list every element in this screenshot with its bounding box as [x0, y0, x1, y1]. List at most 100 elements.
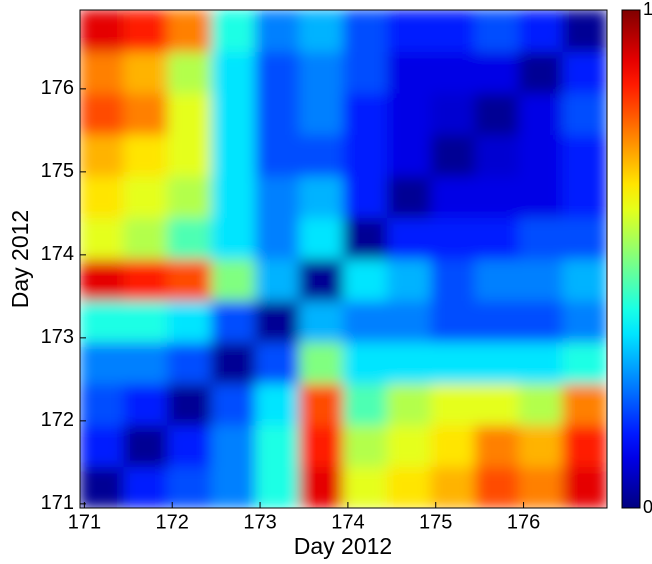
- heatmap-cell: [167, 175, 213, 218]
- heatmap-cell: [343, 51, 388, 94]
- heatmap-cell: [80, 175, 125, 218]
- heatmap-cell: [123, 175, 169, 218]
- heatmap-cell: [430, 300, 476, 343]
- colorbar-tick-label: 0: [643, 497, 652, 517]
- heatmap-cell: [386, 51, 432, 94]
- heatmap-cell: [123, 217, 169, 260]
- heatmap-cell: [211, 466, 257, 508]
- heatmap-cell: [255, 51, 301, 94]
- heatmap-cell: [562, 175, 607, 218]
- colorbar: [621, 9, 641, 509]
- heatmap-cell: [80, 466, 125, 508]
- heatmap-cell: [430, 217, 476, 260]
- y-tick-label: 173: [41, 326, 74, 348]
- heatmap-cell: [80, 383, 125, 426]
- heatmap-cell: [80, 134, 125, 177]
- heatmap-cell: [430, 341, 476, 384]
- heatmap: [80, 10, 607, 508]
- heatmap-cell: [430, 92, 476, 135]
- plot-frame: [79, 9, 608, 509]
- heatmap-cell: [211, 258, 257, 301]
- x-tick-label: 176: [507, 511, 540, 533]
- y-tick-label: 175: [41, 160, 74, 182]
- heatmap-cell: [474, 51, 520, 94]
- heatmap-cell: [299, 10, 344, 52]
- y-tick-label: 176: [41, 77, 74, 99]
- heatmap-cell: [299, 383, 344, 426]
- x-tick-label: 175: [419, 511, 452, 533]
- heatmap-cell: [343, 300, 388, 343]
- heatmap-cell: [299, 300, 344, 343]
- heatmap-cell: [518, 341, 564, 384]
- heatmap-cell: [562, 10, 607, 52]
- heatmap-cell: [80, 51, 125, 94]
- heatmap-cell: [343, 175, 388, 218]
- heatmap-cell: [386, 217, 432, 260]
- heatmap-cell: [474, 258, 520, 301]
- heatmap-cell: [123, 92, 169, 135]
- heatmap-cell: [299, 217, 344, 260]
- heatmap-cell: [123, 300, 169, 343]
- heatmap-cell: [211, 134, 257, 177]
- heatmap-cell: [123, 424, 169, 467]
- heatmap-cell: [123, 134, 169, 177]
- heatmap-cell: [80, 424, 125, 467]
- heatmap-cell: [562, 51, 607, 94]
- heatmap-cell: [386, 175, 432, 218]
- heatmap-cell: [562, 217, 607, 260]
- y-tick-label: 174: [41, 243, 74, 265]
- heatmap-cell: [430, 175, 476, 218]
- heatmap-cell: [211, 175, 257, 218]
- heatmap-cell: [518, 217, 564, 260]
- heatmap-cell: [255, 300, 301, 343]
- heatmap-cell: [123, 10, 169, 52]
- heatmap-cell: [167, 383, 213, 426]
- x-tick-label: 172: [156, 511, 189, 533]
- heatmap-cell: [562, 341, 607, 384]
- heatmap-cell: [80, 258, 125, 301]
- heatmap-cell: [80, 10, 125, 52]
- heatmap-cell: [518, 175, 564, 218]
- heatmap-cell: [299, 92, 344, 135]
- heatmap-cell: [299, 341, 344, 384]
- heatmap-cell: [562, 383, 607, 426]
- heatmap-cell: [474, 217, 520, 260]
- heatmap-cell: [474, 300, 520, 343]
- heatmap-cell: [518, 300, 564, 343]
- heatmap-cell: [167, 51, 213, 94]
- heatmap-cell: [80, 341, 125, 384]
- heatmap-cell: [474, 92, 520, 135]
- heatmap-cell: [430, 51, 476, 94]
- heatmap-cell: [474, 341, 520, 384]
- heatmap-cell: [386, 383, 432, 426]
- heatmap-cell: [255, 217, 301, 260]
- heatmap-cell: [211, 424, 257, 467]
- heatmap-cell: [211, 92, 257, 135]
- heatmap-cell: [299, 424, 344, 467]
- heatmap-cell: [474, 175, 520, 218]
- heatmap-cell: [255, 92, 301, 135]
- heatmap-cell: [518, 134, 564, 177]
- heatmap-cell: [299, 175, 344, 218]
- heatmap-cell: [474, 383, 520, 426]
- y-tick-label: 172: [41, 409, 74, 431]
- heatmap-cell: [299, 51, 344, 94]
- heatmap-cell: [80, 217, 125, 260]
- heatmap-cell: [518, 466, 564, 508]
- heatmap-cell: [562, 258, 607, 301]
- heatmap-cell: [167, 341, 213, 384]
- heatmap-cell: [474, 424, 520, 467]
- heatmap-cell: [255, 466, 301, 508]
- heatmap-cell: [430, 383, 476, 426]
- heatmap-cell: [211, 383, 257, 426]
- heatmap-cell: [562, 134, 607, 177]
- heatmap-cell: [299, 134, 344, 177]
- heatmap-cell: [167, 258, 213, 301]
- heatmap-cell: [123, 341, 169, 384]
- heatmap-cell: [343, 424, 388, 467]
- heatmap-cell: [123, 51, 169, 94]
- heatmap-cell: [474, 134, 520, 177]
- x-tick-label: 171: [68, 511, 101, 533]
- colorbar-tick-label: 1: [643, 0, 652, 19]
